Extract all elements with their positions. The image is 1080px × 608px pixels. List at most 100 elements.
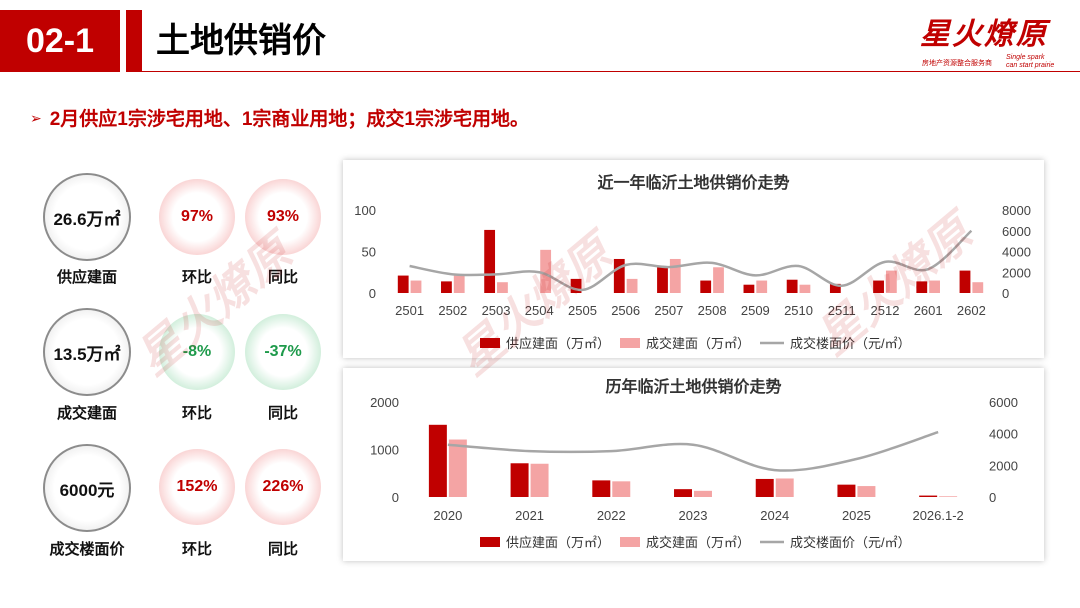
deal-bar bbox=[694, 490, 712, 497]
x-tick-label: 2502 bbox=[438, 303, 467, 318]
y-right-tick-label: 6000 bbox=[1002, 224, 1031, 239]
y-left-tick-label: 1000 bbox=[370, 443, 399, 458]
kpi-supply-yoy-label: 同比 bbox=[267, 269, 298, 286]
deal-bar bbox=[612, 481, 631, 497]
x-tick-label: 2504 bbox=[525, 303, 554, 318]
supply-bar bbox=[570, 278, 582, 293]
kpi-deal-price-label: 成交楼面价 bbox=[49, 541, 125, 558]
x-tick-label: 2602 bbox=[957, 303, 986, 318]
chart-panel-recent-year: 近一年临沂土地供销价走势 0 50 100 0 2000 4000 6000 8000 2501 2… bbox=[343, 160, 1044, 358]
deal-bar bbox=[448, 439, 467, 497]
deal-bar bbox=[410, 280, 422, 293]
brand-english-line2: can start prairie bbox=[1006, 62, 1055, 69]
x-tick-label: 2601 bbox=[914, 303, 943, 318]
deal-bar bbox=[626, 278, 638, 293]
y-right-tick-label: 4000 bbox=[1002, 245, 1031, 260]
supply-bar bbox=[743, 284, 755, 293]
x-tick-label: 2505 bbox=[568, 303, 597, 318]
x-tick-label: 2508 bbox=[698, 303, 727, 318]
kpi-deal-yoy-label: 同比 bbox=[267, 405, 298, 422]
kpi-deal-yoy: -37% bbox=[245, 314, 321, 390]
x-tick-label: 2020 bbox=[433, 508, 462, 523]
page-title: 土地供销价 bbox=[156, 22, 326, 60]
y-right-tick-label: 0 bbox=[989, 490, 996, 505]
chart-title: 近一年临沂土地供销价走势 bbox=[597, 173, 789, 192]
supply-bar bbox=[786, 279, 798, 293]
legend-supply-swatch bbox=[480, 537, 500, 547]
y-left-tick-label: 0 bbox=[392, 490, 399, 505]
x-tick-label: 2024 bbox=[760, 508, 789, 523]
kpi-price-yoy-label: 同比 bbox=[267, 541, 298, 558]
x-tick-label: 2503 bbox=[482, 303, 511, 318]
deal-bar bbox=[939, 496, 958, 497]
deal-bar bbox=[497, 282, 508, 293]
supply-bar bbox=[613, 258, 625, 293]
y-right-tick-label: 0 bbox=[1002, 286, 1009, 301]
kpi-supply-yoy-value: 93% bbox=[266, 208, 300, 225]
supply-bar bbox=[700, 280, 712, 293]
supply-bar bbox=[873, 280, 884, 293]
x-tick-label: 2026.1-2 bbox=[912, 508, 963, 523]
kpi-price-mom: 152% bbox=[159, 449, 235, 525]
kpi-supply-area: 26.6万㎡ bbox=[43, 173, 131, 261]
x-tick-label: 2512 bbox=[871, 303, 900, 318]
deal-bar bbox=[929, 280, 940, 293]
legend-label: 成交建面（万㎡） bbox=[646, 336, 750, 351]
legend-supply-swatch bbox=[480, 338, 500, 348]
legend-label: 成交建面（万㎡） bbox=[646, 535, 750, 550]
brand-english: Single spark can start prairie bbox=[1006, 54, 1054, 70]
brand-english-line1: Single spark bbox=[1006, 54, 1045, 61]
header-divider bbox=[142, 71, 1080, 72]
supply-bar bbox=[428, 424, 447, 497]
deal-bar bbox=[713, 267, 724, 293]
y-left-tick-label: 50 bbox=[362, 245, 376, 260]
brand-name: 星火燎原 bbox=[920, 17, 1048, 52]
supply-bar bbox=[674, 489, 692, 497]
section-number: 02-1 bbox=[0, 10, 120, 72]
chart-title: 历年临沂土地供销价走势 bbox=[605, 377, 781, 396]
x-tick-label: 2022 bbox=[597, 508, 626, 523]
legend-label: 供应建面（万㎡） bbox=[506, 336, 610, 351]
supply-bar bbox=[510, 463, 529, 497]
deal-bar bbox=[857, 486, 876, 497]
kpi-supply-mom-value: 97% bbox=[180, 208, 214, 225]
deal-bar bbox=[669, 258, 681, 293]
supply-bar bbox=[959, 270, 971, 293]
kpi-price-yoy: 226% bbox=[245, 449, 321, 525]
deal-bar bbox=[799, 284, 811, 293]
supply-bar bbox=[919, 495, 938, 497]
supply-bar bbox=[916, 281, 928, 293]
kpi-price-mom-value: 152% bbox=[176, 478, 218, 495]
brand-logo: 星火燎原 房地产资源整合服务商 Single spark can start p… bbox=[920, 18, 1060, 70]
y-right-tick-label: 6000 bbox=[989, 395, 1018, 410]
deal-bar bbox=[885, 270, 897, 293]
kpi-deal-mom-value: -8% bbox=[182, 343, 212, 360]
supply-bar bbox=[484, 229, 496, 293]
y-left-tick-label: 2000 bbox=[370, 395, 399, 410]
x-tick-label: 2509 bbox=[741, 303, 770, 318]
kpi-price-yoy-value: 226% bbox=[262, 478, 304, 495]
deal-bar bbox=[530, 463, 549, 497]
header-bar: 02-1 土地供销价 星火燎原 房地产资源整合服务商 Single spark … bbox=[0, 0, 1080, 74]
x-tick-label: 2511 bbox=[828, 303, 856, 318]
supply-bar bbox=[657, 267, 668, 293]
headline: ➢ 2月供应1宗涉宅用地、1宗商业用地；成交1宗涉宅用地。 bbox=[30, 104, 529, 131]
y-right-tick-label: 2000 bbox=[989, 458, 1018, 473]
y-right-tick-label: 8000 bbox=[1002, 203, 1031, 218]
legend-deal-swatch bbox=[620, 338, 640, 348]
x-tick-label: 2506 bbox=[611, 303, 640, 318]
supply-bar bbox=[592, 480, 611, 497]
kpi-deal-area-value: 13.5万㎡ bbox=[53, 344, 121, 364]
legend-deal-swatch bbox=[620, 537, 640, 547]
legend-label: 成交楼面价（元/㎡） bbox=[790, 336, 911, 351]
y-left-tick-label: 0 bbox=[369, 286, 376, 301]
chart-panel-annual: 历年临沂土地供销价走势 0 1000 2000 0 2000 4000 6000 2020 202… bbox=[343, 368, 1044, 561]
kpi-price-mom-label: 环比 bbox=[181, 541, 212, 558]
kpi-deal-price: 6000元 bbox=[43, 444, 131, 532]
kpi-deal-price-value: 6000元 bbox=[59, 480, 115, 500]
x-tick-label: 2507 bbox=[654, 303, 683, 318]
y-left-tick-label: 100 bbox=[354, 203, 376, 218]
chart-annual: 历年临沂土地供销价走势 0 1000 2000 0 2000 4000 6000 2020 202… bbox=[370, 377, 1018, 550]
y-right-tick-label: 2000 bbox=[1002, 265, 1031, 280]
kpi-deal-mom-label: 环比 bbox=[181, 405, 212, 422]
